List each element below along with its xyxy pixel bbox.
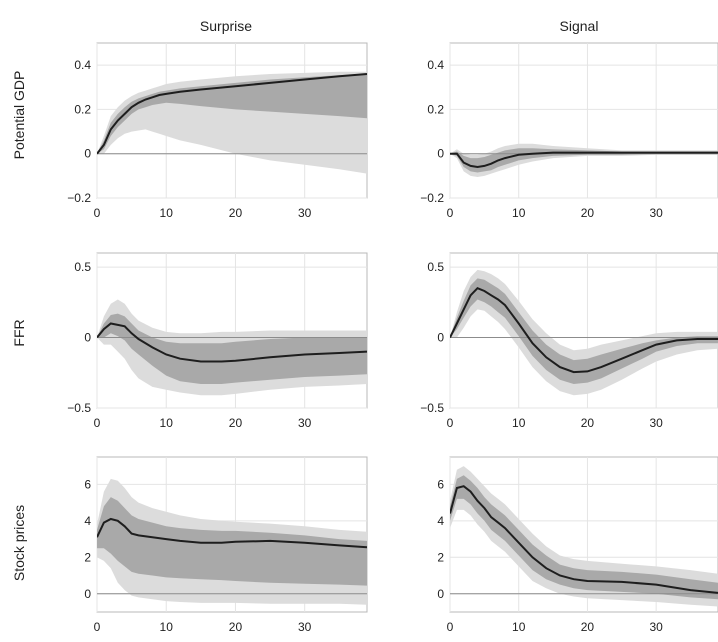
x-tick-label: 30 bbox=[298, 416, 312, 430]
y-tick-label: 0.4 bbox=[74, 58, 91, 72]
median-response-line bbox=[450, 287, 718, 374]
y-tick-label: 6 bbox=[437, 477, 444, 491]
x-tick-label: 10 bbox=[512, 416, 526, 430]
axes-box bbox=[449, 42, 718, 199]
y-tick-label: −0.2 bbox=[67, 191, 91, 205]
x-tick-label: 30 bbox=[649, 620, 663, 634]
x-tick-label: 20 bbox=[581, 620, 595, 634]
x-tick-label: 0 bbox=[94, 620, 101, 634]
x-tick-label: 0 bbox=[447, 206, 454, 220]
y-tick-label: 0 bbox=[84, 331, 91, 345]
panel-signal-ffr: −0.500.50 10 20 30 bbox=[420, 252, 718, 430]
x-tick-label: 0 bbox=[447, 416, 454, 430]
x-tick-label: 10 bbox=[512, 620, 526, 634]
x-tick-label: 0 bbox=[447, 620, 454, 634]
y-tick-label: 0 bbox=[437, 331, 444, 345]
row-label-potential-gdp: Potential GDP bbox=[11, 71, 27, 160]
x-tick-label: 10 bbox=[160, 620, 174, 634]
y-tick-label: 0 bbox=[84, 587, 91, 601]
x-tick-label: 20 bbox=[229, 206, 243, 220]
row-label-stock-prices: Stock prices bbox=[11, 505, 27, 581]
x-tick-label: 10 bbox=[512, 206, 526, 220]
y-tick-label: 0 bbox=[437, 147, 444, 161]
confidence-band-outer bbox=[450, 269, 718, 396]
y-tick-label: 4 bbox=[437, 514, 444, 528]
y-tick-label: 0.5 bbox=[74, 260, 91, 274]
panel-signal-potential-gdp: −0.200.20.40 10 20 30 bbox=[420, 42, 718, 220]
x-tick-label: 20 bbox=[229, 620, 243, 634]
y-tick-label: 0 bbox=[84, 147, 91, 161]
panels-group: −0.200.20.40 10 20 30−0.200.20.40 10 20 30−0.5… bbox=[67, 42, 718, 634]
x-tick-label: 0 bbox=[94, 206, 101, 220]
x-tick-label: 30 bbox=[298, 206, 312, 220]
confidence-band-inner bbox=[97, 313, 367, 384]
y-tick-label: −0.5 bbox=[420, 401, 444, 415]
column-title-signal: Signal bbox=[560, 18, 599, 34]
x-tick-label: 30 bbox=[649, 416, 663, 430]
y-tick-label: 2 bbox=[84, 550, 91, 564]
median-response-line bbox=[97, 322, 367, 363]
plot-area bbox=[97, 71, 367, 174]
plot-area bbox=[450, 143, 718, 177]
x-tick-label: 30 bbox=[649, 206, 663, 220]
y-tick-label: 4 bbox=[84, 514, 91, 528]
y-tick-label: 0.4 bbox=[427, 58, 444, 72]
y-tick-label: 2 bbox=[437, 550, 444, 564]
median-response-line bbox=[450, 151, 718, 169]
x-tick-label: 10 bbox=[160, 206, 174, 220]
plot-area bbox=[450, 466, 718, 607]
y-tick-label: 0.2 bbox=[427, 102, 444, 116]
plot-area bbox=[450, 269, 718, 396]
y-tick-label: 0.2 bbox=[74, 102, 91, 116]
median-response-line bbox=[97, 517, 367, 549]
plot-area bbox=[97, 299, 367, 396]
x-tick-label: 0 bbox=[94, 416, 101, 430]
y-tick-label: −0.5 bbox=[67, 401, 91, 415]
x-tick-label: 20 bbox=[229, 416, 243, 430]
x-tick-label: 30 bbox=[298, 620, 312, 634]
plot-area bbox=[97, 478, 367, 605]
panel-surprise-ffr: −0.500.50 10 20 30 bbox=[67, 252, 368, 430]
x-tick-label: 10 bbox=[160, 416, 174, 430]
median-response-line bbox=[97, 73, 367, 155]
y-tick-label: 6 bbox=[84, 477, 91, 491]
column-title-surprise: Surprise bbox=[200, 18, 252, 34]
y-tick-label: 0 bbox=[437, 587, 444, 601]
confidence-band-inner bbox=[450, 475, 718, 600]
x-tick-label: 20 bbox=[581, 416, 595, 430]
panel-surprise-stock-prices: 0 2 4 6 0 10 20 30 bbox=[84, 456, 368, 634]
x-tick-label: 20 bbox=[581, 206, 595, 220]
confidence-band-outer bbox=[450, 466, 718, 607]
row-label-ffr: FFR bbox=[11, 319, 27, 346]
median-response-line bbox=[450, 485, 718, 594]
y-tick-label: 0.5 bbox=[427, 260, 444, 274]
panel-signal-stock-prices: 0 2 4 6 0 10 20 30 bbox=[437, 456, 718, 634]
panel-surprise-potential-gdp: −0.200.20.40 10 20 30 bbox=[67, 42, 368, 220]
y-tick-label: −0.2 bbox=[420, 191, 444, 205]
